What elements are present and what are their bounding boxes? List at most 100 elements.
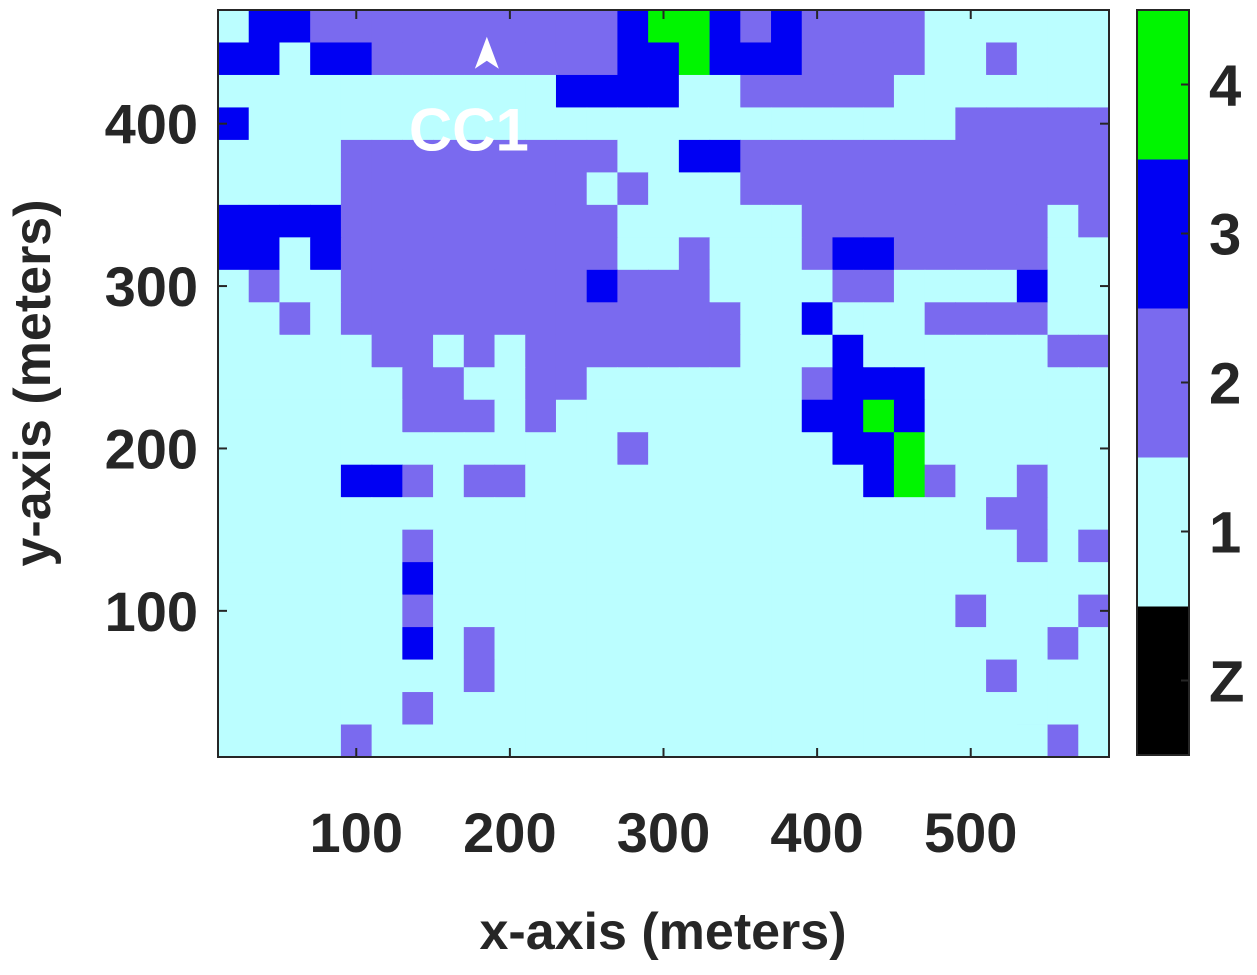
heatmap-cell [463, 724, 496, 758]
heatmap-cell [402, 302, 434, 336]
heatmap-cell [248, 42, 281, 76]
heatmap-cell [893, 172, 926, 206]
heatmap-cell [1016, 237, 1049, 271]
heatmap-cell [709, 367, 741, 401]
heatmap-cell [525, 367, 557, 401]
x-tick-label: 500 [924, 801, 1017, 864]
heatmap-cell [494, 399, 526, 433]
heatmap-cell [1078, 172, 1110, 206]
heatmap-cell [617, 627, 649, 661]
heatmap-cell [433, 529, 465, 563]
heatmap-cell [801, 139, 834, 173]
heatmap-cell [924, 627, 956, 661]
heatmap-cell [893, 399, 926, 433]
heatmap-cell [218, 659, 250, 693]
heatmap-cell [279, 269, 311, 303]
heatmap-cell [955, 237, 987, 271]
heatmap-cell [771, 367, 803, 401]
heatmap-cell [740, 594, 772, 628]
heatmap-cell [617, 172, 649, 206]
heatmap-cell [709, 334, 741, 368]
heatmap-cell [771, 529, 803, 563]
heatmap-cell [371, 237, 403, 271]
heatmap-cell [248, 562, 281, 596]
heatmap-cell [218, 562, 250, 596]
heatmap-cell [832, 237, 864, 271]
heatmap-cell [555, 237, 588, 271]
heatmap-cell [371, 594, 403, 628]
x-tick-label: 300 [617, 801, 710, 864]
heatmap-cell [402, 237, 434, 271]
heatmap-cell [433, 237, 465, 271]
heatmap-cell [648, 139, 680, 173]
heatmap-cell [279, 432, 311, 466]
heatmap-cell [525, 464, 557, 498]
heatmap-cell [924, 659, 956, 693]
heatmap-cell [279, 302, 311, 336]
heatmap-cell [555, 334, 588, 368]
heatmap-cell [555, 497, 588, 531]
heatmap-cell [924, 74, 956, 109]
heatmap-cell [525, 10, 557, 44]
heatmap-cell [1078, 139, 1110, 173]
heatmap-cell [310, 432, 342, 466]
heatmap-cell [1047, 334, 1079, 368]
heatmap-cell [586, 334, 619, 368]
heatmap-cell [402, 269, 434, 303]
heatmap-cell [740, 302, 772, 336]
heatmap-cell [1047, 302, 1079, 336]
heatmap-cell [771, 237, 803, 271]
heatmap-cell [494, 594, 526, 628]
colorbar-tick-label: 3 [1209, 203, 1241, 268]
y-tick-label: 400 [105, 93, 198, 156]
heatmap-cell [832, 172, 864, 206]
heatmap-cell [433, 42, 465, 76]
heatmap-cell [279, 659, 311, 693]
x-tick-label: 400 [770, 801, 863, 864]
heatmap-cell [1047, 172, 1079, 206]
heatmap-cell [463, 367, 496, 401]
heatmap-cell [555, 529, 588, 563]
heatmap-cell [463, 107, 496, 141]
heatmap-cell [863, 139, 895, 173]
heatmap-cell [740, 42, 772, 76]
heatmap-cell [771, 204, 803, 238]
heatmap-cell [586, 562, 619, 596]
heatmap-cell [955, 367, 987, 401]
heatmap-cell [1047, 399, 1079, 433]
heatmap-cell [310, 464, 342, 498]
x-tick-label: 100 [310, 801, 403, 864]
heatmap-cell [924, 334, 956, 368]
heatmap-cell [279, 367, 311, 401]
heatmap-cell [494, 42, 526, 76]
heatmap-cell [863, 692, 895, 726]
heatmap-cell [986, 399, 1018, 433]
heatmap-cell [893, 139, 926, 173]
heatmap-cell [955, 399, 987, 433]
heatmap-cell [648, 529, 680, 563]
heatmap-cell [525, 107, 557, 141]
heatmap-cell [463, 10, 496, 44]
heatmap-cell [832, 627, 864, 661]
heatmap-cell [371, 627, 403, 661]
heatmap-cell [433, 10, 465, 44]
heatmap-cell [893, 10, 926, 44]
heatmap-cell [955, 432, 987, 466]
heatmap-cell [709, 529, 741, 563]
heatmap-cell [648, 237, 680, 271]
heatmap-cell [924, 302, 956, 336]
heatmap-cell [555, 269, 588, 303]
heatmap-cell [494, 529, 526, 563]
heatmap-cell [218, 204, 250, 238]
heatmap-cell [586, 42, 619, 76]
colorbar-frame [1136, 9, 1190, 756]
heatmap-cell [494, 74, 526, 109]
heatmap-cell [525, 594, 557, 628]
heatmap-cell [555, 627, 588, 661]
heatmap-cell [617, 302, 649, 336]
heatmap-cell [279, 74, 311, 109]
plot-axes: 100 200 300 400 500 100 200 300 400 [105, 9, 1110, 864]
heatmap-cell [617, 42, 649, 76]
heatmap-cell [279, 139, 311, 173]
heatmap-cell [863, 529, 895, 563]
